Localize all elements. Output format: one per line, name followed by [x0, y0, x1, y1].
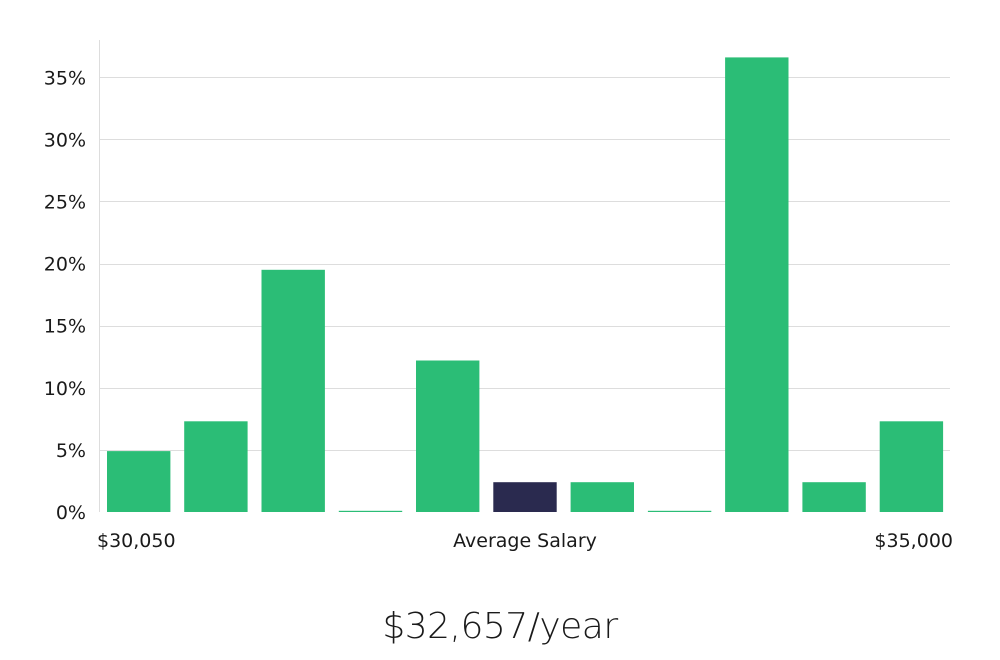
- bar: [879, 421, 944, 512]
- bar: [261, 269, 325, 512]
- x-axis-label: Average Salary: [453, 530, 597, 552]
- y-tick-label: 0%: [56, 502, 86, 524]
- bar: [184, 421, 248, 512]
- bars: [107, 57, 944, 513]
- y-tick-label: 30%: [44, 129, 86, 151]
- bar-highlighted: [493, 482, 557, 512]
- bar: [338, 510, 403, 512]
- bar: [107, 451, 171, 512]
- average-salary-value: $32,657/year: [382, 606, 618, 647]
- y-tick-label: 5%: [56, 440, 86, 462]
- y-tick-label: 35%: [44, 67, 86, 89]
- bar: [416, 360, 480, 512]
- y-tick-label: 15%: [44, 316, 86, 338]
- y-tick-label: 20%: [44, 254, 86, 276]
- y-tick-label: 10%: [44, 378, 86, 400]
- salary-histogram: 0% 5% 10% 15% 20% 25% 30% 35% $30,050 Average S…: [44, 40, 953, 552]
- bar: [570, 482, 634, 512]
- bar: [647, 510, 712, 512]
- bar: [725, 57, 789, 513]
- y-tick-label: 25%: [44, 191, 86, 213]
- y-tick-labels: 0% 5% 10% 15% 20% 25% 30% 35%: [44, 67, 86, 524]
- x-min-label: $30,050: [97, 530, 176, 552]
- grid-lines: [100, 77, 950, 451]
- x-max-label: $35,000: [874, 530, 953, 552]
- bar: [802, 482, 866, 512]
